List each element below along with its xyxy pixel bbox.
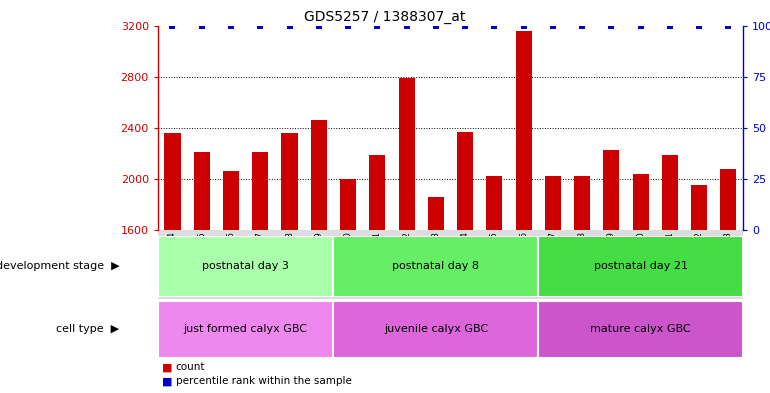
Text: cell type  ▶: cell type ▶ xyxy=(56,324,119,334)
Text: ■: ■ xyxy=(162,362,172,373)
Text: count: count xyxy=(176,362,205,373)
Point xyxy=(664,22,676,29)
Text: postnatal day 3: postnatal day 3 xyxy=(203,261,289,271)
Bar xyxy=(574,176,590,230)
Bar xyxy=(158,236,333,297)
Point xyxy=(283,22,296,29)
Bar xyxy=(633,174,648,230)
Point xyxy=(693,22,705,29)
Text: postnatal day 21: postnatal day 21 xyxy=(594,261,688,271)
Text: ■: ■ xyxy=(162,376,172,386)
Bar xyxy=(516,31,531,230)
Bar xyxy=(545,176,561,230)
Text: percentile rank within the sample: percentile rank within the sample xyxy=(176,376,351,386)
Point xyxy=(722,22,735,29)
Bar xyxy=(370,155,385,230)
Text: just formed calyx GBC: just formed calyx GBC xyxy=(183,324,308,334)
Text: postnatal day 8: postnatal day 8 xyxy=(393,261,479,271)
Text: mature calyx GBC: mature calyx GBC xyxy=(591,324,691,334)
Bar xyxy=(721,169,736,230)
Point xyxy=(634,22,647,29)
Bar xyxy=(662,154,678,230)
Bar xyxy=(165,133,180,230)
Point xyxy=(196,22,208,29)
Text: GDS5257 / 1388307_at: GDS5257 / 1388307_at xyxy=(304,10,466,24)
Point xyxy=(254,22,266,29)
Point xyxy=(605,22,618,29)
Point xyxy=(430,22,442,29)
Bar xyxy=(194,152,209,230)
Bar xyxy=(282,133,297,230)
Bar xyxy=(538,301,743,358)
Point xyxy=(166,22,179,29)
Bar xyxy=(487,176,502,230)
Bar xyxy=(538,236,743,297)
Point xyxy=(459,22,471,29)
Bar xyxy=(253,152,268,230)
Bar xyxy=(691,185,707,230)
Bar xyxy=(340,179,356,230)
Bar xyxy=(158,301,333,358)
Point xyxy=(371,22,383,29)
Text: juvenile calyx GBC: juvenile calyx GBC xyxy=(383,324,488,334)
Point xyxy=(576,22,588,29)
Point xyxy=(547,22,559,29)
Bar xyxy=(604,150,619,230)
Bar xyxy=(311,120,326,230)
Point xyxy=(225,22,237,29)
Bar xyxy=(457,132,473,230)
Point xyxy=(400,22,413,29)
Bar xyxy=(333,301,538,358)
Point xyxy=(313,22,325,29)
Bar xyxy=(333,236,538,297)
Text: development stage  ▶: development stage ▶ xyxy=(0,261,119,271)
Point xyxy=(517,22,530,29)
Bar xyxy=(428,196,444,230)
Bar xyxy=(399,78,414,230)
Point xyxy=(342,22,354,29)
Point xyxy=(488,22,500,29)
Bar xyxy=(223,171,239,230)
